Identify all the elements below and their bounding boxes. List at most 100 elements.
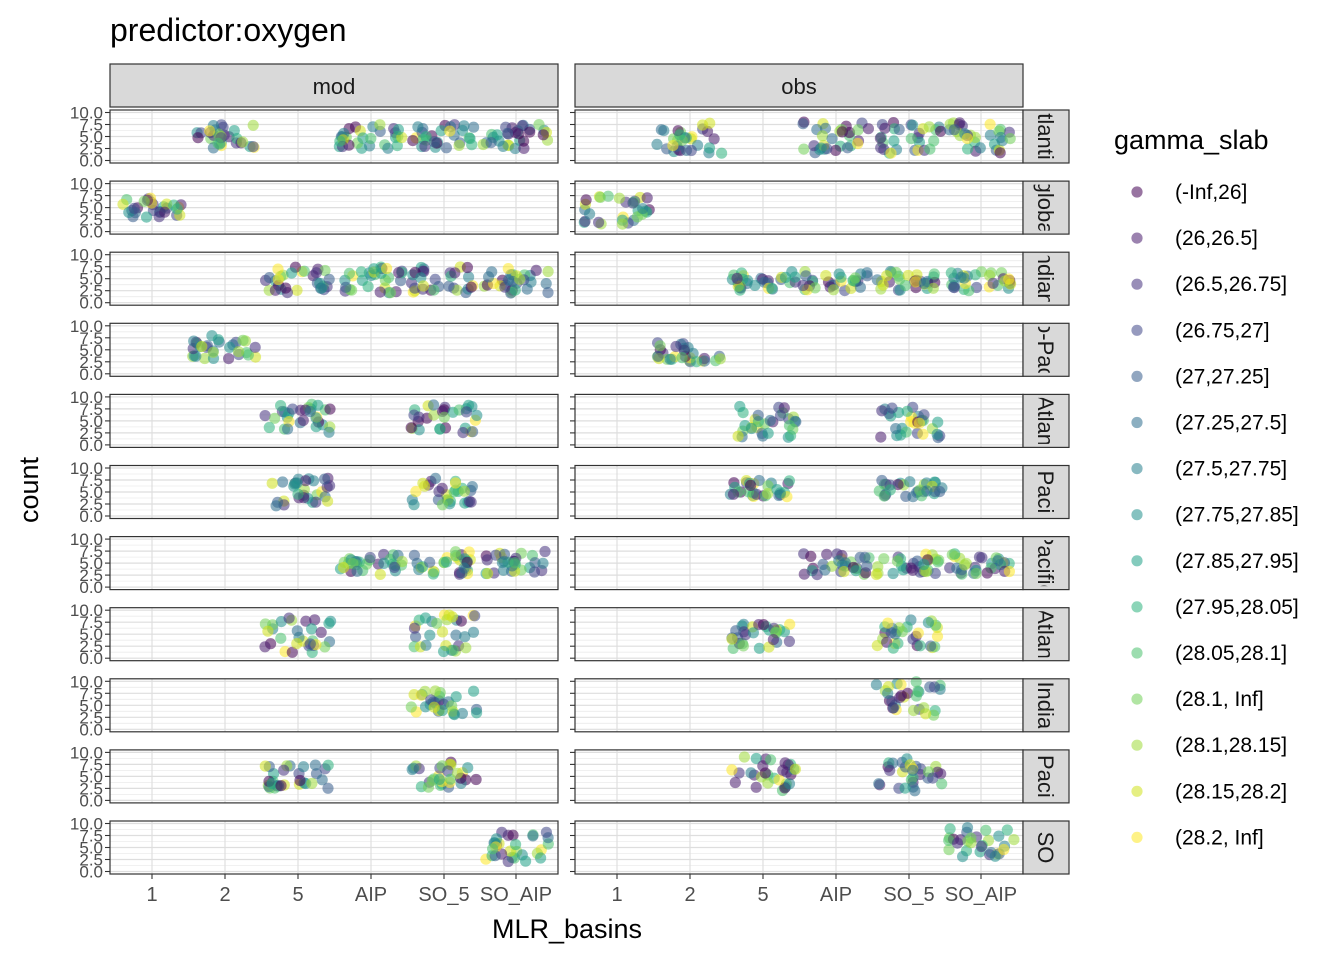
legend-label: (28.1,28.15] [1175,734,1287,757]
row-strip-label: Paci [1033,471,1058,514]
row-strip-label: Pacific [1033,531,1058,596]
data-point [931,428,943,440]
data-point [533,119,545,131]
data-point [631,211,644,223]
data-point [520,855,532,867]
data-point [270,500,282,512]
data-point [443,609,455,621]
data-point [664,353,676,365]
y-tick-label: 7.5 [79,258,103,277]
data-point [419,612,432,624]
data-point [945,267,957,279]
data-point [487,843,499,855]
x-tick-label: AIP [355,884,387,906]
data-point [419,140,431,152]
row-strip-label: Paci [1033,755,1058,798]
y-tick-label: 5.0 [79,767,103,786]
data-point [351,565,363,577]
data-point [943,844,955,856]
data-point [749,279,761,291]
data-point [438,411,450,423]
data-point [833,268,845,280]
data-point [893,123,905,136]
data-point [931,630,944,642]
data-point [537,557,549,569]
y-tick-label: 2.5 [79,424,103,443]
facet-panel: 0.02.55.07.510.0 [70,743,559,810]
data-point [471,707,483,719]
data-point [1008,834,1020,846]
data-point [925,640,937,652]
data-point [424,629,436,641]
data-point [298,265,310,277]
data-point [408,762,420,774]
data-point [448,709,460,721]
facet-panel: 0.02.55.07.510.0 [70,104,559,171]
data-point [502,263,514,275]
y-tick-label: 2.5 [79,566,103,585]
data-point [435,125,447,137]
row-strip: SO [1022,820,1070,875]
data-point [306,777,318,790]
data-point [907,119,919,131]
y-tick-label: 5.0 [79,341,103,360]
data-point [890,266,902,279]
data-point [447,644,459,656]
data-point [908,705,920,717]
data-point [502,855,514,868]
row-strip-label: ndian [1033,252,1058,306]
data-point [410,631,422,643]
data-point [450,629,462,641]
data-point [870,679,883,691]
x-tick-label: 5 [757,884,768,906]
legend-key [1131,647,1143,659]
data-point [237,334,249,346]
data-point [944,823,956,835]
x-tick-label: 1 [611,884,622,906]
data-point [670,340,682,353]
data-point [896,626,908,638]
row-strip: Pacific [1022,531,1070,596]
data-point [797,279,809,292]
data-point [204,125,216,137]
data-point [312,399,324,411]
legend-label: (27,27.25] [1175,365,1270,388]
facet-panel: 0.02.55.07.510.0 [70,601,559,668]
data-point [324,403,336,415]
legend-label: (27.95,28.05] [1175,596,1299,619]
data-point [482,567,494,580]
data-point [300,475,312,487]
y-tick-label: 2.5 [79,140,103,159]
data-point [798,568,810,580]
x-tick-label: 1 [146,884,157,906]
data-point [463,271,475,283]
data-point [729,776,741,789]
data-point [388,561,400,574]
data-point [654,340,666,352]
y-tick-label: 10.0 [70,530,103,549]
data-point [282,423,294,435]
data-point [753,642,766,654]
y-tick-label: 2.5 [79,779,103,798]
data-point [593,216,605,228]
data-point [128,202,140,214]
facet-panel: 0.02.55.07.510.0 [70,459,559,526]
data-point [921,485,933,497]
y-tick-label: 0.0 [79,152,103,171]
facet-panel: 0.02.55.07.510.0 [70,388,559,455]
data-point [734,400,746,413]
data-point [424,556,436,568]
y-tick-label: 0.0 [79,223,103,242]
data-point [540,826,553,838]
data-point [757,619,770,631]
data-point [884,764,896,777]
data-point [888,702,900,714]
data-point [727,488,740,500]
data-point [275,632,287,644]
x-tick-label: SO_5 [418,884,469,906]
data-point [374,119,386,131]
facet-panel [570,607,1024,662]
data-point [759,767,771,779]
data-point [652,350,664,362]
row-strip-box [1022,535,1070,591]
